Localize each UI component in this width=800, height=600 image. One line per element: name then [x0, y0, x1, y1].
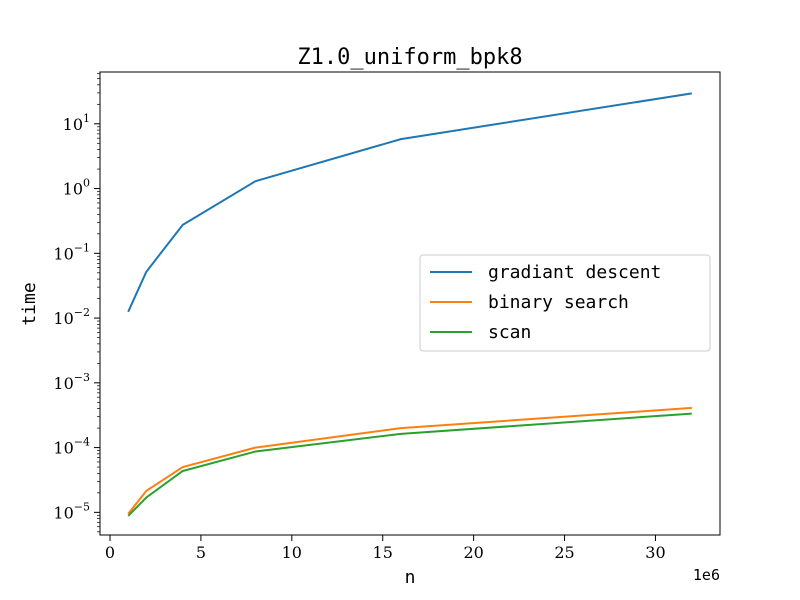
plot-frame — [99, 71, 721, 536]
legend: gradiant descent binary search scan — [419, 254, 711, 352]
x-tick-label: 20 — [463, 543, 483, 562]
y-tick-label: 10−4 — [53, 436, 90, 458]
x-tick-label: 5 — [196, 543, 206, 562]
x-axis: 0 5 10 15 20 25 30 — [105, 535, 666, 562]
legend-box — [419, 254, 711, 352]
series-line-gradiant-descent — [127, 92, 692, 313]
y-tick-label-exponent: −1 — [74, 241, 90, 254]
y-tick-label-base: 10 — [63, 115, 83, 134]
y-axis-label: time — [19, 282, 40, 325]
y-tick-label: 10−5 — [53, 500, 90, 522]
y-tick-label-base: 10 — [63, 180, 83, 199]
y-tick-label-exponent: −3 — [74, 371, 90, 384]
x-tick-label: 30 — [645, 543, 665, 562]
y-tick-label-base: 10 — [53, 439, 73, 458]
y-tick-label: 10−3 — [53, 371, 90, 393]
y-tick-label-base: 10 — [53, 374, 73, 393]
y-tick-label-base: 10 — [53, 503, 73, 522]
y-tick-label: 101 — [63, 112, 90, 134]
x-axis-label: n — [405, 567, 416, 588]
y-tick-label-exponent: −5 — [74, 500, 90, 513]
series-line-scan — [127, 412, 692, 517]
y-tick-label: 10−1 — [53, 241, 90, 263]
y-tick-label: 10−2 — [53, 306, 90, 328]
y-tick-label-base: 10 — [53, 309, 73, 328]
x-tick-label: 25 — [554, 543, 574, 562]
y-tick-label: 100 — [63, 177, 90, 199]
series-lines — [127, 92, 692, 517]
series-line-binary-search — [127, 406, 692, 515]
legend-label: scan — [488, 322, 531, 343]
y-tick-label-base: 10 — [53, 244, 73, 263]
legend-label: gradiant descent — [488, 262, 661, 283]
y-tick-label-exponent: 0 — [83, 177, 90, 190]
legend-label: binary search — [488, 292, 629, 313]
y-tick-label-exponent: −4 — [74, 436, 90, 449]
x-axis-offset-label: 1e6 — [693, 566, 720, 584]
y-tick-label-exponent: 1 — [83, 112, 90, 125]
x-tick-label: 0 — [105, 543, 115, 562]
x-tick-label: 10 — [282, 543, 302, 562]
chart-title: Z1.0_uniform_bpk8 — [297, 45, 522, 70]
y-tick-label-exponent: −2 — [74, 306, 90, 319]
plot-area — [99, 71, 721, 536]
x-tick-label: 15 — [373, 543, 393, 562]
